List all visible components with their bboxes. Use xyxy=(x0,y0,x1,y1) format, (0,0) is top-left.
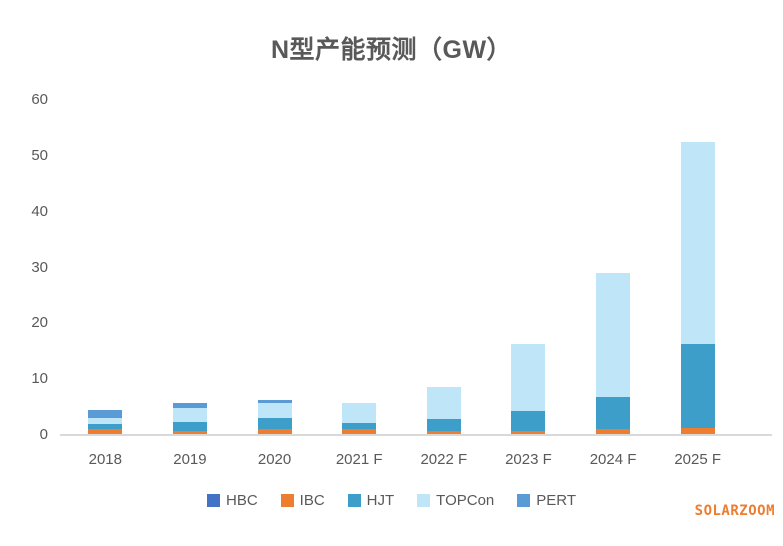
bar-segment-ibc xyxy=(596,428,631,435)
x-tick-label: 2019 xyxy=(173,451,207,468)
legend-label: HJT xyxy=(366,492,395,509)
bar-column-2019 xyxy=(148,100,233,435)
bar-stack xyxy=(596,272,631,435)
bar-segment-hjt xyxy=(426,418,461,432)
x-tick-label: 2025 F xyxy=(674,451,722,468)
y-tick-label: 10 xyxy=(31,370,48,388)
y-tick-label: 60 xyxy=(31,91,48,108)
legend-swatch-icon xyxy=(517,494,531,507)
legend-swatch-icon xyxy=(206,494,220,507)
bar-segment-pert xyxy=(172,402,207,409)
x-tick-label: 2021 F xyxy=(335,451,383,468)
x-axis: 2018 2019 2020 2021 F 2022 F 2023 F 2024 F 2025… xyxy=(63,449,740,471)
legend-item-hbc: HBC xyxy=(206,492,258,509)
bar-segment-hjt xyxy=(596,397,631,429)
legend-item-topcon: TOPCon xyxy=(417,492,494,509)
chart-title: N型产能预测（GW） xyxy=(270,36,513,64)
solarzoom-logo: SOLARZOOM xyxy=(694,503,775,519)
legend: HBC IBC HJT TOPCon PERT xyxy=(0,492,783,509)
bar-stack xyxy=(257,399,292,435)
x-tick-label: 2018 xyxy=(88,451,122,468)
bar-stack xyxy=(88,409,123,435)
bar-stack xyxy=(426,387,461,435)
x-tick-label: 2023 F xyxy=(505,451,552,468)
bar-segment-ibc xyxy=(680,428,715,435)
bar-segment-topcon xyxy=(680,141,715,345)
bar-segment-ibc xyxy=(257,429,292,435)
bar-column-2023-f xyxy=(486,100,571,435)
legend-swatch-icon xyxy=(347,494,361,507)
legend-item-pert: PERT xyxy=(517,492,576,509)
x-axis-line xyxy=(60,434,772,436)
bar-column-2024-f xyxy=(571,100,656,435)
plot-area xyxy=(63,100,740,435)
bar-column-2022-f xyxy=(402,100,487,435)
bar-segment-ibc xyxy=(172,430,207,435)
bar-segment-ibc xyxy=(511,430,546,435)
bar-segment-hjt xyxy=(257,418,292,430)
y-axis: 0 10 20 30 40 50 60 xyxy=(14,91,48,443)
bar-stack xyxy=(680,141,715,435)
bar-segment-topcon xyxy=(342,403,377,423)
bar-segment-hjt xyxy=(88,423,123,430)
x-tick-label: 2024 F xyxy=(589,451,637,468)
bar-segment-topcon xyxy=(257,402,292,419)
legend-item-hjt: HJT xyxy=(347,492,395,509)
bar-stack xyxy=(342,403,377,435)
legend-label: TOPCon xyxy=(436,492,495,509)
bar-segment-topcon xyxy=(511,344,546,412)
bar-column-2025-f xyxy=(655,100,740,435)
bar-stack xyxy=(511,344,546,435)
bar-segment-hjt xyxy=(680,344,715,429)
x-tick-label: 2022 F xyxy=(420,451,468,468)
bar-stack xyxy=(172,402,207,435)
y-tick-label: 50 xyxy=(31,146,48,164)
bar-segment-ibc xyxy=(426,431,461,435)
y-tick-label: 20 xyxy=(31,314,48,332)
bar-segment-ibc xyxy=(342,429,377,435)
bar-segment-topcon xyxy=(596,272,631,398)
legend-item-ibc: IBC xyxy=(280,492,325,509)
y-tick-label: 30 xyxy=(31,258,48,276)
bar-column-2021-f xyxy=(317,100,402,435)
legend-label: IBC xyxy=(299,492,325,509)
bar-segment-hjt xyxy=(172,422,207,431)
bar-column-2018 xyxy=(63,100,148,435)
legend-swatch-icon xyxy=(417,494,431,507)
bar-segment-ibc xyxy=(88,429,123,435)
bar-segment-pert xyxy=(257,399,292,403)
bar-segment-topcon xyxy=(426,387,461,419)
bar-segment-hjt xyxy=(511,411,546,431)
legend-label: HBC xyxy=(225,492,258,509)
y-tick-label: 40 xyxy=(31,202,48,220)
bar-segment-topcon xyxy=(88,418,123,424)
legend-label: PERT xyxy=(536,492,576,509)
bar-segment-hjt xyxy=(342,422,377,430)
legend-swatch-icon xyxy=(280,494,294,507)
x-tick-label: 2020 xyxy=(257,451,292,468)
y-tick-label: 0 xyxy=(39,426,48,443)
bar-segment-pert xyxy=(88,409,123,419)
bar-segment-topcon xyxy=(172,408,207,423)
bar-column-2020 xyxy=(232,100,317,435)
